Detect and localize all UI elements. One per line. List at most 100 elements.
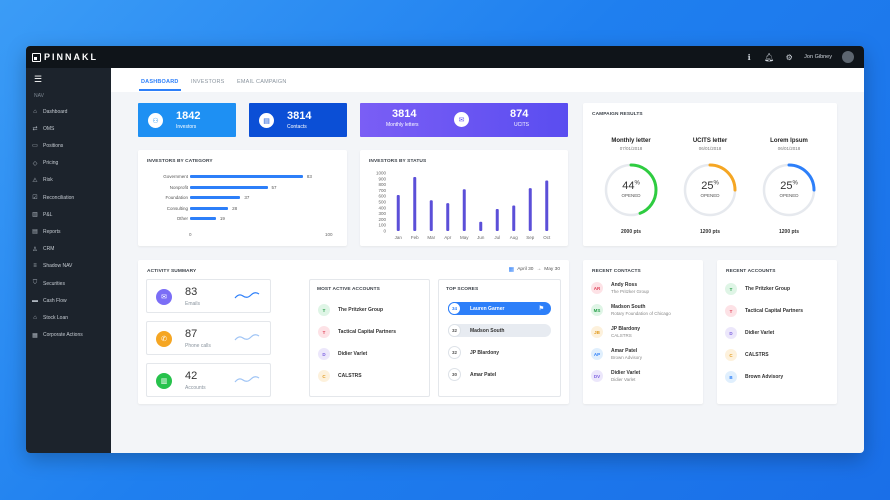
list-item-text: Didier Varlet Didier Varlet [611,370,640,382]
sidebar-item-oms[interactable]: ⇄ OMS [31,124,54,133]
date-to: May 30 [544,267,560,272]
status-bar[interactable] [396,195,400,231]
stat-value: 3814 [287,110,312,122]
cash-icon: ▬ [32,297,38,304]
list-item[interactable]: C CALSTRS [725,349,769,361]
date-range[interactable]: ▦ April 30 → May 30 [509,266,560,273]
activity-accounts[interactable]: ▥ 42 Accounts [146,363,271,397]
info-icon[interactable]: ℹ [747,52,751,62]
tab-email-campaign[interactable]: EMAIL CAMPAIGN [237,79,287,85]
list-item[interactable]: AR Andy Ross The Pritzker Group [591,282,649,294]
stat-label: Monthly letters [386,122,419,128]
bell-icon[interactable]: 🔔︎ [764,52,775,62]
sidebar-item-dashboard[interactable]: ⌂ Dashboard [31,107,67,116]
score-row[interactable]: 32 JP Blardony [448,346,551,359]
card-title: INVESTORS BY STATUS [369,159,427,164]
status-bar[interactable] [545,180,549,231]
list-item[interactable]: MS Madson South Rotary Foundation of Chica… [591,304,671,316]
status-bar[interactable] [512,205,516,231]
list-item[interactable]: T The Pritzker Group [725,283,790,295]
stat-label: UCITS [514,122,529,128]
category-value: 19 [219,216,225,221]
sidebar-item-cash-flow[interactable]: ▬ Cash Flow [31,296,67,305]
card-title: RECENT CONTACTS [592,269,641,274]
sidebar-item-risk[interactable]: ⚠ Risk [31,176,52,185]
activity-emails[interactable]: ✉ 83 Emails [146,279,271,313]
sidebar-item-shadow-nav[interactable]: ≡ Shadow NAV [31,262,72,271]
sidebar-item-label: CRM [43,246,55,253]
category-bar[interactable] [190,175,303,178]
list-item[interactable]: T The Pritzker Group [318,304,383,316]
y-tick-label: 700 [378,188,386,193]
status-bar[interactable] [429,200,433,231]
gauge-label: 44% OPENED [607,180,655,198]
status-bar[interactable] [462,189,466,231]
score-value: 34 [448,302,461,315]
activity-phone-calls[interactable]: ✆ 87 Phone calls [146,321,271,355]
tab-investors[interactable]: INVESTORS [191,79,225,85]
score-row[interactable]: 34 Lauren Garner ⚑ [448,302,551,315]
stock-icon: ⌂ [33,314,37,321]
tag-icon: ◇ [32,160,38,167]
list-item[interactable]: B Brown Advisory [725,371,783,383]
sidebar-item-corporate-actions[interactable]: ▦ Corporate Actions [31,331,83,340]
list-item[interactable]: DV Didier Varlet Didier Varlet [591,370,640,382]
score-value: 30 [448,368,461,381]
user-name[interactable]: Jon Gibney [804,54,832,60]
stat-card-letters[interactable]: 3814 Monthly letters ✉ 874 UCITS [360,103,568,137]
category-bar[interactable] [190,196,241,199]
list-item-text: CALSTRS [745,352,769,358]
campaign-item[interactable]: Lorem Ipsum 06/01/2018 [754,138,824,151]
list-item-text: Didier Varlet [338,351,367,357]
campaign-item[interactable]: Monthly letter 07/01/2018 [596,138,666,151]
status-bar[interactable] [479,221,483,231]
list-item[interactable]: AP Amar Patel Brown Advisory [591,348,642,360]
avatar: DV [591,370,603,382]
activity-summary-card: ACTIVITY SUMMARY ▦ April 30 → May 30 ✉ 83… [138,260,569,404]
flag-icon[interactable]: ⚑ [538,306,544,312]
item-name: CALSTRS [338,373,362,379]
category-bar[interactable] [190,217,216,220]
category-bar[interactable] [190,185,268,189]
avatar[interactable] [842,51,854,63]
list-item[interactable]: JB JP Blardony CALSTRS [591,326,640,338]
y-tick-label: 1000 [376,171,387,176]
status-bar[interactable] [495,208,499,231]
list-item[interactable]: T Tactical Capital Partners [725,305,803,317]
list-item[interactable]: C CALSTRS [318,370,362,382]
card-title: CAMPAIGN RESULTS [592,112,643,117]
status-bar[interactable] [528,188,532,231]
gear-icon[interactable]: ⚙ [785,52,793,62]
stat-card-contacts[interactable]: ▤ 3814 Contacts [249,103,347,137]
category-bar[interactable] [190,206,229,210]
brand-logo[interactable]: PINNAKL [32,52,98,62]
phone-icon: ✆ [156,331,172,347]
sidebar-item-positions[interactable]: ▭ Positions [31,141,63,150]
menu-icon[interactable]: ☰ [34,74,43,84]
list-item[interactable]: D Didier Varlet [318,348,367,360]
sidebar-item-crm[interactable]: ♙ CRM [31,245,54,254]
sidebar-item-p-l[interactable]: ▥ P&L [31,210,52,219]
status-bar[interactable] [446,203,450,231]
campaign-item[interactable]: UCITS letter 06/01/2018 [675,138,745,151]
sidebar-item-reconciliation[interactable]: ☑ Reconciliation [31,193,74,202]
tab-dashboard[interactable]: DASHBOARD [139,79,181,91]
list-item[interactable]: T Tactical Capital Partners [318,326,396,338]
brand-name: PINNAKL [44,52,98,62]
sidebar-item-stock-loan[interactable]: ⌂ Stock Loan [31,313,68,322]
category-value: 37 [244,195,250,200]
list-item[interactable]: D Didier Varlet [725,327,774,339]
status-bar[interactable] [413,177,417,231]
sidebar-item-pricing[interactable]: ◇ Pricing [31,159,59,168]
sidebar-item-label: Dashboard [43,108,68,115]
sidebar-item-securities[interactable]: ⛉ Securities [31,279,65,288]
stat-card-investors[interactable]: ⚇ 1842 Investors [138,103,236,137]
campaign-points: 1200 pts [778,229,799,235]
score-row[interactable]: 30 Amar Patel [448,368,551,381]
score-row[interactable]: 32 Madson South [448,324,551,337]
sidebar-item-reports[interactable]: ▤ Reports [31,227,60,236]
gauge-value: 44 [622,180,635,192]
item-org: CALSTRS [611,333,632,338]
mail-icon: ✉ [156,289,172,305]
stat-value: 874 [510,108,529,120]
